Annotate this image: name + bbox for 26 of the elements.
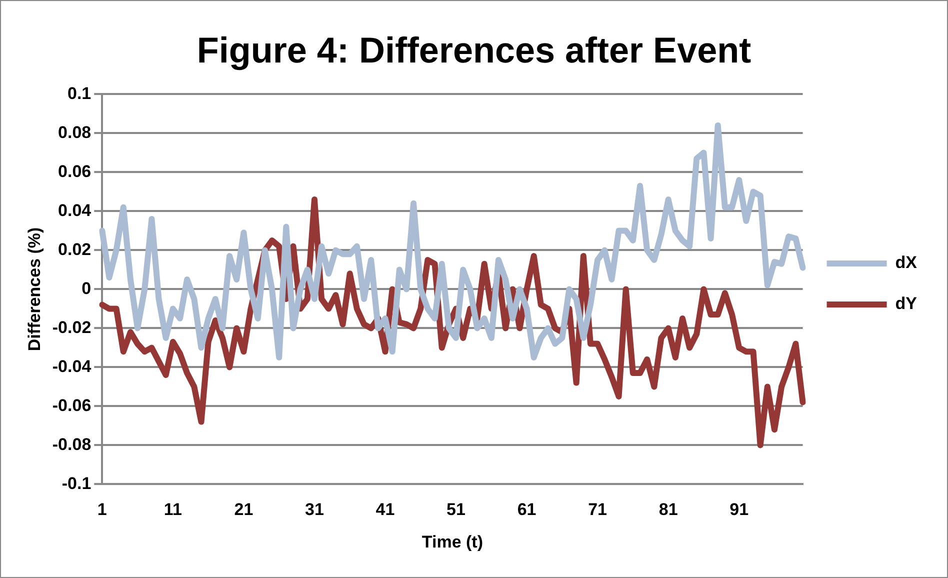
x-tick-label: 51 [446,500,466,520]
legend-label: dX [895,253,918,272]
x-tick-label: 21 [234,500,254,520]
legend-label: dY [895,294,918,314]
y-tick-label: -0.04 [52,356,92,376]
y-tick-label: 0.08 [58,122,92,142]
x-tick-label: 41 [376,500,395,520]
x-axis-title: Time (t) [422,532,483,552]
y-tick-label: 0.04 [58,200,92,220]
x-tick-label: 61 [517,500,536,520]
y-axis-title: Differences (%) [24,227,44,352]
y-tick-label: 0 [82,278,92,298]
x-tick-label: 71 [588,500,608,520]
y-tick-label: -0.08 [52,434,92,454]
y-tick-label: -0.02 [52,318,92,337]
y-tick-label: 0.06 [58,162,92,181]
x-tick-label: 1 [97,500,107,520]
y-tick-label: 0.02 [58,240,92,259]
x-tick-label: 11 [164,500,182,520]
chart-title: Figure 4: Differences after Event [196,30,752,71]
y-tick-label: -0.06 [52,396,92,415]
x-tick-label: 91 [730,500,749,520]
x-tick-label: 31 [305,500,324,520]
x-tick-label: 81 [658,500,678,520]
y-tick-label: 0.1 [68,84,92,103]
y-tick-label: -0.1 [62,474,92,493]
